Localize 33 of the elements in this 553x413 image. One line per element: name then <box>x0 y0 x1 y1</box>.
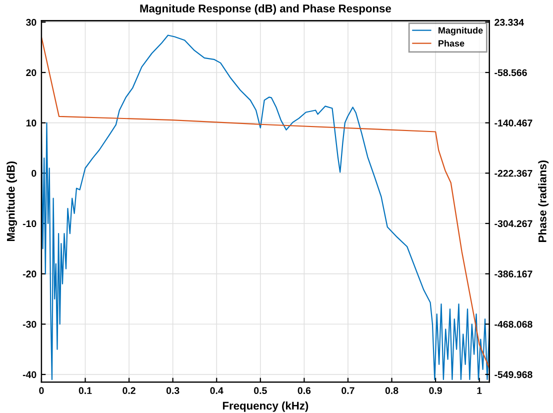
y2-tick-label: -140.467 <box>494 120 532 126</box>
x-tick-label: 0.5 <box>254 387 267 394</box>
x-tick-label: 0.8 <box>385 387 398 394</box>
y2-tick-label: 23.334 <box>494 18 524 26</box>
x-tick-label: 0.3 <box>166 387 180 394</box>
x-axis-title: Frequency (kHz) <box>222 402 308 412</box>
y2-tick-label: -549.968 <box>494 371 532 378</box>
y-tick-label: -10 <box>22 220 36 228</box>
y-tick-label: 0 <box>32 170 36 177</box>
y2-tick-label: -222.367 <box>494 170 532 177</box>
x-tick-label: 0.4 <box>210 387 224 394</box>
y-tick-label: 10 <box>26 120 36 126</box>
y-tick-label: -20 <box>22 270 36 278</box>
x-tick-label: 0.9 <box>429 387 442 394</box>
x-tick-label: 0 <box>39 387 44 394</box>
y2-axis-title: Phase (radians) <box>538 160 549 242</box>
y2-tick-label: -386.167 <box>494 270 532 278</box>
y-tick-label: -40 <box>22 371 36 378</box>
y-tick-label: 30 <box>26 18 36 26</box>
legend-label: Phase <box>438 40 464 47</box>
y-axis-title: Magnitude (dB) <box>6 161 18 242</box>
y2-tick-label: -468.068 <box>494 320 532 328</box>
y2-tick-label: -304.267 <box>494 220 532 228</box>
legend-label: Magnitude <box>438 26 483 36</box>
x-tick-label: 0.1 <box>78 387 92 394</box>
y-tick-label: 20 <box>26 69 36 76</box>
y-tick-label: -30 <box>22 320 36 328</box>
y2-tick-label: -58.566 <box>494 69 527 76</box>
x-tick-label: 0.7 <box>342 387 354 394</box>
x-tick-label: 1 <box>477 387 482 394</box>
x-tick-label: 0.6 <box>298 387 311 394</box>
chart-title: Magnitude Response (dB) and Phase Response <box>140 4 392 15</box>
x-tick-label: 0.2 <box>122 387 136 394</box>
